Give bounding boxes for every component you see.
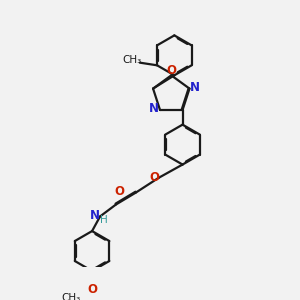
Text: O: O [114,184,124,197]
Text: O: O [150,171,160,184]
Text: N: N [90,208,100,222]
Text: N: N [149,102,159,115]
Text: N: N [190,81,200,94]
Text: CH₃: CH₃ [123,55,142,65]
Text: O: O [87,283,97,296]
Text: O: O [166,64,176,77]
Text: CH₃: CH₃ [61,292,80,300]
Text: H: H [100,214,108,225]
